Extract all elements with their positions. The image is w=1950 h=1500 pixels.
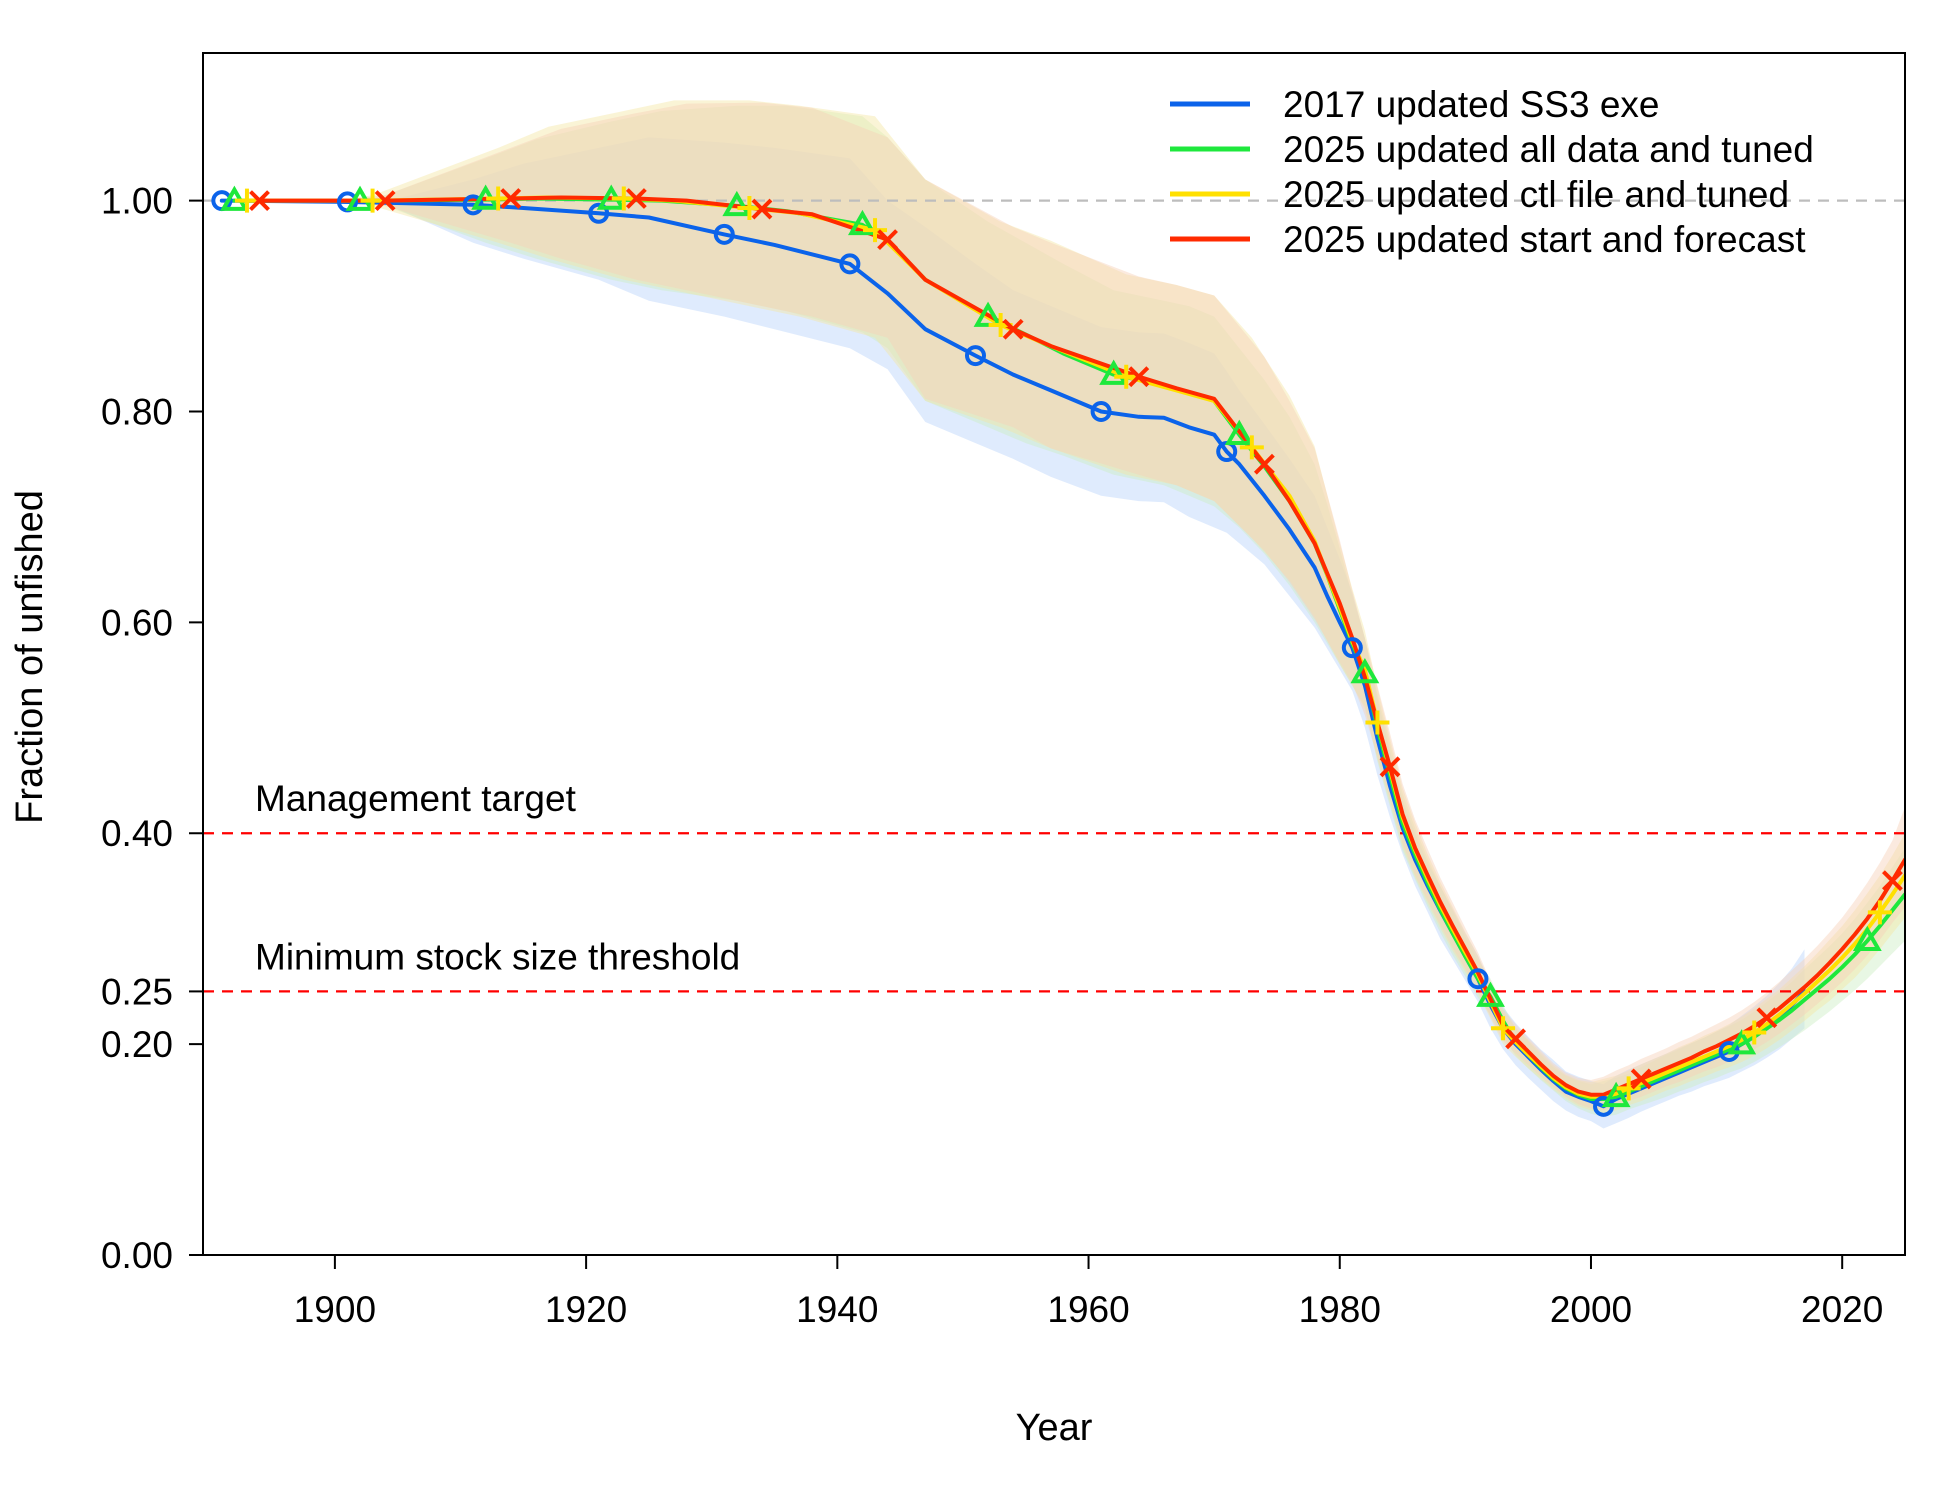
data-point (848, 209, 877, 236)
legend-label-1: 2017 updated SS3 exe (1283, 84, 1660, 125)
reference-line-label: Minimum stock size threshold (255, 936, 740, 977)
data-point (374, 190, 396, 212)
legend-label-3: 2025 updated ctl file and tuned (1283, 174, 1789, 215)
y-tick-label: 0.60 (101, 602, 173, 643)
data-point (588, 202, 610, 224)
data-point (1601, 1081, 1631, 1108)
data-point (964, 345, 986, 367)
legend-label-4: 2025 updated start and forecast (1283, 219, 1806, 260)
data-point (1090, 400, 1112, 422)
data-point (1224, 419, 1254, 445)
legend-label-2: 2025 updated all data and tuned (1283, 129, 1814, 170)
x-tick-label: 1920 (545, 1289, 627, 1330)
data-point (1491, 1016, 1516, 1041)
y-tick-label: 1.00 (101, 181, 173, 222)
y-tick-label: 0.20 (101, 1024, 173, 1065)
x-tick-label: 2020 (1801, 1289, 1883, 1330)
x-tick-label: 1960 (1047, 1289, 1129, 1330)
data-point (1476, 981, 1505, 1007)
y-tick-label: 0.25 (101, 971, 173, 1012)
data-point (486, 186, 511, 211)
data-point (877, 229, 898, 251)
x-tick-label: 1980 (1299, 1289, 1381, 1330)
data-point (863, 218, 888, 243)
y-tick-label: 0.40 (101, 813, 173, 854)
data-point (1253, 453, 1275, 475)
axes: Management target Minimum stock size thre… (101, 52, 1906, 1330)
x-axis-title: Year (1016, 1407, 1093, 1449)
data-point (360, 188, 385, 213)
y-tick-label: 0.00 (101, 1235, 173, 1276)
data-point (1099, 359, 1129, 385)
x-tick-label: 1900 (294, 1289, 376, 1330)
x-tick-label: 2000 (1550, 1289, 1632, 1330)
data-point (1630, 1068, 1652, 1090)
data-point (1239, 435, 1264, 460)
y-axis-title: Fraction of unfished (9, 490, 51, 824)
data-point (1341, 637, 1363, 659)
data-point (1128, 366, 1150, 388)
data-point (500, 188, 522, 209)
data-point (713, 223, 735, 245)
data-point (1867, 900, 1892, 925)
x-tick-label: 1940 (796, 1289, 878, 1330)
reference-line-label: Management target (255, 778, 577, 819)
data-point (625, 188, 647, 209)
data-point (1616, 1076, 1641, 1101)
data-point (1365, 710, 1390, 735)
data-point (611, 186, 636, 211)
data-point (722, 190, 752, 217)
data-point (249, 190, 270, 212)
data-point (751, 198, 773, 220)
data-point (462, 194, 484, 216)
data-point (234, 188, 259, 213)
data-point (737, 195, 762, 220)
data-point (1882, 870, 1903, 892)
confidence-band-1 (221, 137, 1805, 1129)
data-point (1505, 1028, 1527, 1050)
data-point (973, 301, 1003, 327)
data-point (1852, 925, 1882, 952)
data-point (1727, 1029, 1757, 1055)
plot-frame (202, 52, 1906, 1256)
data-point (1379, 756, 1401, 778)
confidence-band-2 (234, 105, 1905, 1117)
data-point (839, 253, 861, 275)
data-point (1350, 657, 1380, 684)
series-markers (211, 184, 1903, 1117)
data-point (1756, 1007, 1778, 1029)
data-point (1114, 364, 1139, 389)
data-point (1002, 318, 1024, 340)
y-tick-label: 0.80 (101, 391, 173, 432)
data-point (1742, 1020, 1767, 1045)
data-point (1467, 968, 1489, 990)
